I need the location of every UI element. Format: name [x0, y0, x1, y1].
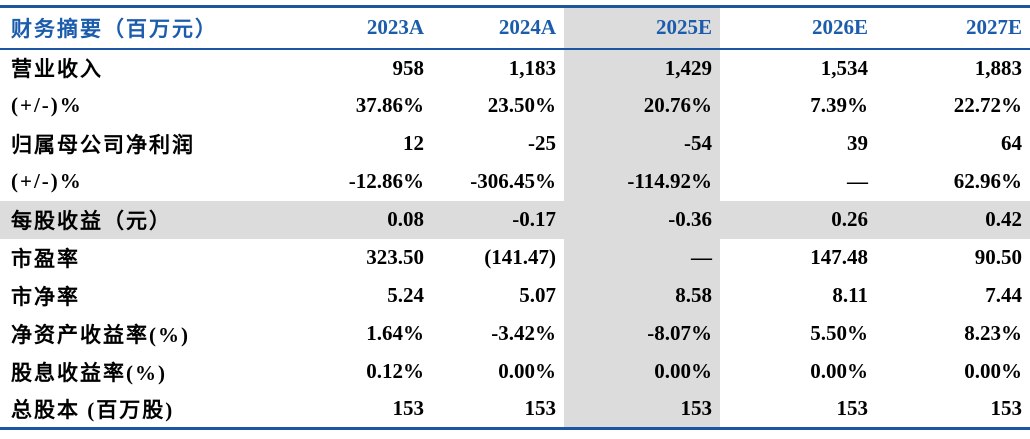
table-cell: 1,183	[508, 55, 556, 80]
table-cell: 1.64%	[366, 321, 424, 345]
table-cell: 147.48	[810, 245, 868, 269]
table-row: (+/-)% -12.86% -306.45% -114.92% — 62.96%	[0, 162, 1030, 201]
col-header-2027e: 2027E	[965, 15, 1022, 40]
table-cell: 62.96%	[953, 169, 1022, 193]
table-cell: -12.86%	[348, 169, 424, 193]
row-label: 净资产收益率(%)	[11, 322, 190, 347]
table-cell: —	[564, 238, 720, 277]
table-cell: 8.23%	[964, 321, 1022, 345]
table-row: (+/-)% 37.86% 23.50% 20.76% 7.39% 22.72%	[0, 86, 1030, 125]
row-label: 市盈率	[11, 246, 80, 271]
table-cell: 5.07	[519, 283, 556, 307]
row-label: 每股收益（元）	[0, 200, 288, 239]
row-label: 总股本 (百万股)	[11, 397, 175, 422]
table-cell: 0.00%	[498, 359, 556, 383]
table-cell: -114.92%	[564, 162, 720, 201]
row-label: (+/-)%	[11, 93, 83, 117]
table-cell: 39	[847, 131, 868, 155]
table-cell: 153	[564, 390, 720, 429]
table-cell: 958	[392, 55, 425, 80]
row-label: 归属母公司净利润	[11, 132, 195, 157]
table-cell: 8.58	[564, 276, 720, 315]
financial-summary-table: 财务摘要（百万元） 2023A 2024A 2025E 2026E 2027E 营业收入…	[0, 5, 1030, 430]
table-cell: 153	[836, 396, 869, 421]
table-cell: 20.76%	[564, 86, 720, 125]
table-cell: 0.00%	[810, 359, 868, 383]
table-cell: 323.50	[366, 245, 424, 269]
table-cell: —	[847, 169, 868, 193]
table-cell: 1,429	[564, 48, 720, 87]
table-cell: -0.17	[432, 200, 564, 239]
table-cell: 0.00%	[964, 359, 1022, 383]
table-cell: 0.00%	[564, 352, 720, 391]
table-cell: 0.26	[720, 200, 876, 239]
table-row: 每股收益（元） 0.08 -0.17 -0.36 0.26 0.42	[0, 200, 1030, 239]
table-cell: 0.12%	[366, 359, 424, 383]
col-header-2026e: 2026E	[811, 15, 868, 40]
header-row: 财务摘要（百万元） 2023A 2024A 2025E 2026E 2027E	[0, 6, 1030, 49]
table-cell: 0.42	[876, 200, 1030, 239]
row-label: (+/-)%	[11, 169, 83, 193]
table-cell: 153	[392, 396, 425, 421]
table-cell: -3.42%	[491, 321, 556, 345]
table-cell: 23.50%	[487, 93, 556, 117]
table-body: 营业收入 958 1,183 1,429 1,534 1,883 (+/-)% 37.8…	[0, 48, 1030, 429]
financial-summary-page: 财务摘要（百万元） 2023A 2024A 2025E 2026E 2027E 营业收入…	[0, 5, 1030, 430]
table-cell: (141.47)	[484, 245, 556, 269]
table-cell: 5.24	[387, 283, 424, 307]
table-row: 归属母公司净利润 12 -25 -54 39 64	[0, 124, 1030, 163]
table-row: 市净率 5.24 5.07 8.58 8.11 7.44	[0, 276, 1030, 315]
table-row: 净资产收益率(%) 1.64% -3.42% -8.07% 5.50% 8.23%	[0, 314, 1030, 353]
table-cell: 1,534	[820, 55, 868, 80]
table-cell: -25	[528, 131, 556, 155]
table-cell: 0.08	[288, 200, 432, 239]
table-title: 财务摘要（百万元）	[11, 16, 218, 41]
table-cell: 12	[403, 131, 424, 155]
table-cell: -306.45%	[470, 169, 556, 193]
col-header-2024a: 2024A	[498, 15, 556, 40]
table-row: 股息收益率(%) 0.12% 0.00% 0.00% 0.00% 0.00%	[0, 352, 1030, 391]
table-cell: 90.50	[974, 245, 1022, 269]
table-cell: 7.39%	[810, 93, 868, 117]
col-header-2023a: 2023A	[366, 15, 424, 40]
col-header-2025e: 2025E	[564, 6, 720, 49]
table-cell: -8.07%	[564, 314, 720, 353]
table-cell: 5.50%	[810, 321, 868, 345]
table-row: 营业收入 958 1,183 1,429 1,534 1,883	[0, 48, 1030, 87]
table-cell: 153	[990, 396, 1023, 421]
table-cell: 64	[1001, 131, 1022, 155]
table-row: 总股本 (百万股) 153 153 153 153 153	[0, 390, 1030, 429]
table-cell: 8.11	[832, 283, 868, 307]
table-cell: 153	[524, 396, 557, 421]
row-label: 营业收入	[11, 57, 103, 81]
row-label: 市净率	[11, 284, 80, 309]
row-label: 股息收益率(%)	[11, 360, 167, 385]
table-cell: -54	[564, 124, 720, 163]
table-row: 市盈率 323.50 (141.47) — 147.48 90.50	[0, 238, 1030, 277]
table-cell: 1,883	[974, 55, 1022, 80]
table-cell: 37.86%	[355, 93, 424, 117]
table-cell: 22.72%	[953, 93, 1022, 117]
table-cell: -0.36	[564, 200, 720, 239]
table-cell: 7.44	[985, 283, 1022, 307]
